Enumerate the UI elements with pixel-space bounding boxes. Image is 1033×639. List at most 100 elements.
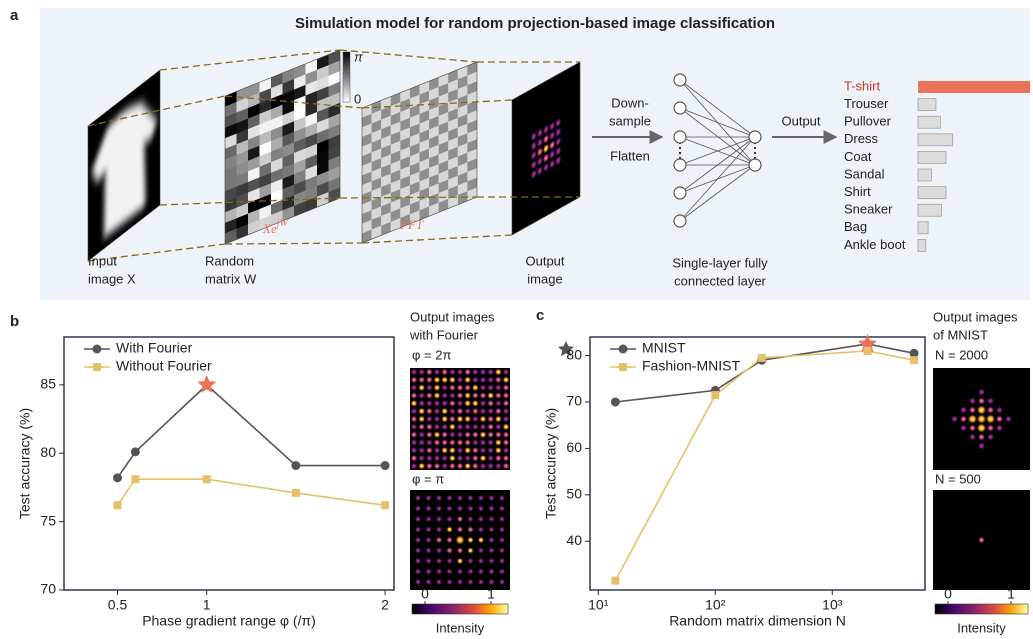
legend-label: With Fourier [116, 340, 193, 356]
image-spot [479, 462, 486, 469]
image-spot [487, 423, 494, 430]
class-label: Shirt [844, 184, 871, 199]
image-spot [472, 400, 479, 407]
image-spot [467, 526, 474, 533]
image-spot [433, 376, 440, 383]
image-spot [425, 505, 432, 512]
image-spot [426, 408, 433, 415]
panel-label: a [10, 7, 19, 24]
image-spot [488, 495, 495, 502]
image-spot [455, 535, 465, 545]
diagram-label: Random [205, 253, 254, 268]
x-axis-label: Phase gradient range φ (/π) [142, 613, 316, 629]
image-spot [436, 547, 443, 554]
image-label: N = 500 [935, 471, 981, 486]
class-score-bar [918, 81, 1030, 93]
image-spot [467, 516, 474, 523]
image-spot [977, 423, 987, 433]
image-spot [969, 397, 977, 405]
data-point [910, 356, 918, 364]
image-spot [433, 431, 440, 438]
image-spot [456, 368, 463, 375]
image-spot [457, 558, 464, 565]
y-tick-label: 60 [566, 439, 582, 455]
image-spot [987, 406, 995, 414]
image-spot [502, 368, 509, 375]
image-spot [487, 392, 494, 399]
image-spot [436, 558, 443, 565]
diagram-label: sample [609, 113, 651, 128]
image-spot [415, 505, 422, 512]
legend-marker [93, 363, 101, 371]
colorbar-label: Intensity [436, 620, 485, 635]
diagram-label: Input [88, 253, 117, 268]
image-spot [441, 400, 448, 407]
diagram-label: Down- [611, 95, 649, 110]
image-spot [410, 423, 417, 430]
figure: abcSimulation model for random projectio… [0, 0, 1033, 639]
image-spot [951, 415, 959, 423]
diagram-label: Flatten [610, 148, 650, 163]
image-spot [457, 526, 464, 533]
image-spot [502, 408, 509, 415]
diagram-label: connected layer [674, 273, 766, 288]
image-spot [418, 431, 425, 438]
image-spot [495, 423, 502, 430]
legend-marker [619, 345, 628, 354]
image-spot [488, 579, 495, 586]
data-point [114, 501, 122, 509]
image-spot [479, 400, 486, 407]
data-point [611, 577, 619, 585]
class-score-bar [918, 204, 942, 216]
image-spot [410, 368, 417, 375]
y-tick-label: 75 [40, 512, 56, 528]
image-spot [418, 455, 425, 462]
image-spot [426, 462, 433, 469]
image-spot [996, 415, 1004, 423]
image-spot [479, 408, 486, 415]
image-spot [441, 384, 448, 391]
image-spot [986, 414, 996, 424]
image-spot [446, 505, 453, 512]
diagram-label: Output images [410, 309, 495, 324]
image-spot [499, 547, 506, 554]
image-spot [433, 462, 440, 469]
y-tick-label: 80 [566, 346, 582, 362]
image-spot [433, 384, 440, 391]
image-spot [456, 384, 463, 391]
image-spot [464, 408, 471, 415]
image-spot [456, 400, 463, 407]
image-spot [441, 439, 448, 446]
operation-label: FFT [399, 217, 424, 232]
image-spot [467, 558, 474, 565]
image-spot [433, 423, 440, 430]
image-spot [464, 439, 471, 446]
image-spot [479, 368, 486, 375]
neuron [674, 131, 686, 143]
class-score-bar [918, 239, 926, 251]
image-spot [464, 447, 471, 454]
image-spot [426, 447, 433, 454]
image-spot [487, 431, 494, 438]
image-spot [433, 400, 440, 407]
image-spot [464, 392, 471, 399]
colorbar-label: 0 [354, 91, 361, 106]
image-spot [433, 392, 440, 399]
y-tick-label: 50 [566, 486, 582, 502]
neuron [674, 159, 686, 171]
data-point [292, 489, 300, 497]
image-spot [410, 447, 417, 454]
x-tick-label: 2 [381, 597, 389, 613]
image-spot [410, 408, 417, 415]
image-spot [425, 579, 432, 586]
image-spot [472, 431, 479, 438]
image-spot [441, 455, 448, 462]
class-score-bar [918, 169, 931, 181]
image-spot [978, 433, 986, 441]
image-spot [487, 462, 494, 469]
image-spot [472, 447, 479, 454]
image-spot [495, 384, 502, 391]
image-spot [495, 439, 502, 446]
diagram-label: Output images [933, 309, 1018, 324]
image-spot [433, 447, 440, 454]
